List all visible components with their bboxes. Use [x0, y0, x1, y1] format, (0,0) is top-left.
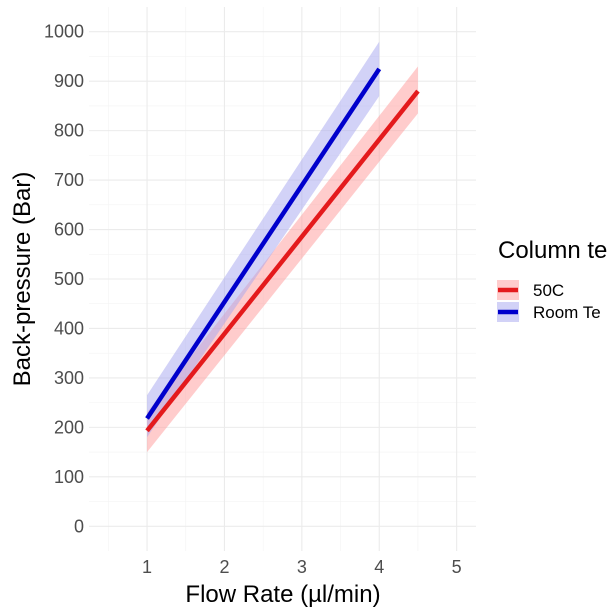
y-tick-label: 100: [54, 467, 84, 487]
series-line-1: [145, 67, 382, 420]
x-tick-label: 4: [374, 557, 384, 577]
confidence-ribbons: [147, 41, 418, 453]
y-axis-title: Back-pressure (Bar): [9, 172, 36, 387]
legend-label: 50C: [533, 281, 564, 300]
y-tick-label: 1000: [44, 22, 84, 42]
y-tick-label: 200: [54, 417, 84, 437]
y-tick-label: 700: [54, 170, 84, 190]
y-tick-label: 0: [74, 516, 84, 536]
series-lines: [145, 67, 420, 433]
y-tick-label: 600: [54, 220, 84, 240]
y-tick-label: 800: [54, 121, 84, 141]
confidence-ribbon-1: [147, 41, 380, 438]
x-tick-labels: 1 2 3 4 5: [142, 557, 462, 577]
y-tick-label: 500: [54, 269, 84, 289]
x-tick-label: 1: [142, 557, 152, 577]
x-tick-label: 5: [452, 557, 462, 577]
y-tick-label: 300: [54, 368, 84, 388]
x-tick-label: 3: [297, 557, 307, 577]
y-tick-labels: 0 100 200 300 400 500 600 700 800 900 1000: [44, 22, 84, 537]
x-tick-label: 2: [219, 557, 229, 577]
legend: Column te 50C Room Te: [497, 237, 607, 322]
legend-label: Room Te: [533, 303, 601, 322]
y-tick-label: 900: [54, 71, 84, 91]
legend-title: Column te: [498, 237, 607, 264]
series-line-0: [145, 89, 420, 433]
y-tick-label: 400: [54, 318, 84, 338]
x-axis-title: Flow Rate (µl/min): [185, 581, 380, 608]
